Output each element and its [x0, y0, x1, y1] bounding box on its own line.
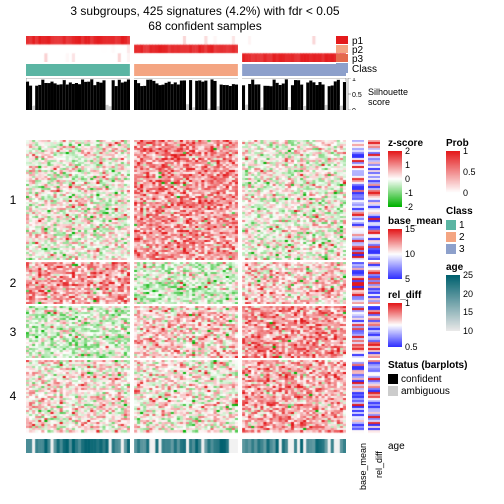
class-label: Class: [352, 64, 377, 75]
base-mean-column: [352, 140, 364, 434]
class-swatch-2: 2: [446, 231, 473, 243]
age-colorbar: [446, 275, 460, 331]
row-group-label-3: 3: [8, 325, 18, 339]
status-swatch-confident: confident: [388, 373, 467, 385]
status-legend-title: Status (barplots): [388, 360, 467, 371]
age-annotation: [26, 439, 346, 453]
base-mean-label: base_mean: [358, 443, 368, 490]
class-swatch-1: 1: [446, 219, 473, 231]
rel-diff-label: rel_diff: [374, 451, 384, 478]
silhouette-label: Silhouette score: [368, 87, 408, 107]
svg-text:0.5: 0.5: [352, 92, 362, 99]
age-label: age: [388, 441, 405, 452]
title-line-2: 68 confident samples: [5, 19, 405, 33]
class-swatch-3: 3: [446, 243, 473, 255]
class-swatch-mini: [336, 63, 348, 73]
base-mean-colorbar: [388, 229, 402, 279]
base-mean-legend-title: base_mean: [388, 216, 442, 227]
prob-colorbar: [446, 151, 460, 193]
class-legend-title: Class: [446, 206, 473, 217]
row-group-label-2: 2: [8, 276, 18, 290]
row-group-label-1: 1: [8, 193, 18, 207]
title-line-1: 3 subgroups, 425 signatures (4.2%) with …: [5, 4, 405, 18]
probability-annotation: [26, 36, 346, 62]
silhouette-barplot: 00.51: [26, 78, 366, 110]
rel-diff-colorbar: [388, 303, 402, 347]
rel-diff-column: [368, 140, 380, 434]
zscore-colorbar: [388, 151, 402, 207]
p3-swatch: [336, 54, 348, 62]
p1-swatch: [336, 36, 348, 44]
p2-swatch: [336, 45, 348, 53]
row-group-label-4: 4: [8, 389, 18, 403]
svg-text:1: 1: [352, 78, 356, 83]
status-swatch-ambiguous: ambiguous: [388, 385, 467, 397]
svg-text:0: 0: [352, 108, 356, 110]
expression-heatmap: [26, 140, 346, 434]
class-annotation: [26, 64, 346, 76]
